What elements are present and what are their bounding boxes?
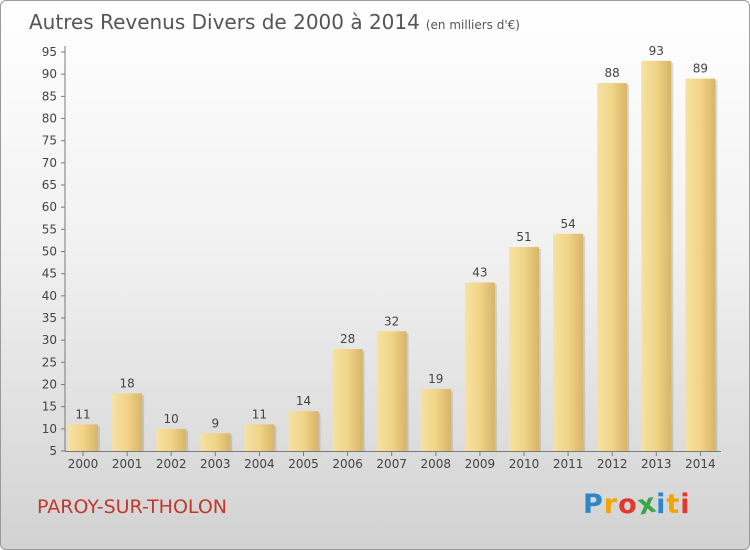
bar-value-label: 19: [428, 372, 443, 386]
bar-2006: [332, 349, 363, 451]
logo-letter: t: [666, 489, 681, 520]
x-tick-label: 2012: [597, 457, 628, 471]
bar-value-label: 18: [119, 376, 134, 390]
chart-subtitle: (en milliers d'€): [425, 18, 520, 32]
y-tick-label: 50: [42, 245, 57, 259]
x-tick-label: 2004: [244, 457, 275, 471]
bar-value-label: 54: [560, 217, 575, 231]
y-tick-label: 35: [42, 311, 57, 325]
bar-value-label: 28: [340, 332, 355, 346]
y-tick-label: 40: [42, 289, 57, 303]
bar-value-label: 9: [211, 416, 219, 430]
bar-value-label: 93: [649, 44, 664, 58]
location-label: PAROY-SUR-THOLON: [37, 496, 227, 518]
x-tick-label: 2007: [376, 457, 407, 471]
logo-letter: i: [656, 489, 667, 520]
logo-letter: r: [603, 489, 619, 520]
y-tick-label: 45: [42, 267, 57, 281]
y-tick-label: 95: [42, 45, 57, 59]
bar-2014: [685, 78, 716, 451]
y-tick-label: 30: [42, 333, 57, 347]
x-tick-label: 2014: [685, 457, 716, 471]
y-tick-label: 20: [42, 378, 57, 392]
logo-letter: i: [680, 489, 691, 520]
y-tick-label: 85: [42, 89, 57, 103]
bar-2009: [464, 282, 495, 451]
bar-value-label: 11: [75, 407, 90, 421]
x-tick-label: 2009: [465, 457, 496, 471]
bar-value-label: 11: [252, 407, 267, 421]
bar-2001: [112, 393, 143, 451]
y-tick-label: 65: [42, 178, 57, 192]
bar-value-label: 51: [516, 230, 531, 244]
y-tick-label: 10: [42, 422, 57, 436]
x-tick-label: 2001: [112, 457, 143, 471]
bar-2004: [244, 424, 275, 451]
bar-2013: [641, 60, 672, 451]
chart-title-text: Autres Revenus Divers de 2000 à 2014: [29, 10, 420, 34]
x-tick-label: 2000: [68, 457, 99, 471]
bar-2007: [376, 331, 407, 451]
y-tick-label: 70: [42, 156, 57, 170]
bar-2002: [156, 428, 187, 451]
y-tick-label: 80: [42, 112, 57, 126]
bar-value-label: 14: [296, 394, 311, 408]
y-tick-label: 5: [49, 444, 57, 458]
bar-2008: [420, 388, 451, 451]
bar-2010: [509, 247, 539, 451]
bar-2000: [68, 424, 98, 451]
x-tick-label: 2005: [288, 457, 319, 471]
y-tick-label: 25: [42, 355, 57, 369]
bar-value-label: 10: [164, 412, 179, 426]
bar-2011: [553, 233, 584, 451]
y-tick-label: 15: [42, 400, 57, 414]
x-tick-label: 2011: [553, 457, 584, 471]
x-tick-label: 2013: [641, 457, 672, 471]
y-tick-label: 55: [42, 222, 57, 236]
proxiti-logo: Proxiti: [583, 487, 691, 521]
x-tick-label: 2008: [421, 457, 452, 471]
y-tick-label: 75: [42, 134, 57, 148]
logo-letter: o: [618, 489, 638, 520]
y-tick-label: 90: [42, 67, 57, 81]
bar-value-label: 43: [472, 266, 487, 280]
bar-2003: [200, 433, 231, 451]
x-tick-label: 2010: [509, 457, 540, 471]
bar-value-label: 88: [605, 66, 620, 80]
bar-value-label: 32: [384, 314, 399, 328]
x-tick-label: 2002: [156, 457, 187, 471]
chart-title: Autres Revenus Divers de 2000 à 2014 (en …: [29, 10, 520, 34]
x-tick-label: 2006: [332, 457, 363, 471]
bar-2012: [597, 83, 628, 452]
bar-2005: [288, 411, 319, 451]
x-tick-label: 2003: [200, 457, 231, 471]
y-tick-label: 60: [42, 200, 57, 214]
logo-letter: P: [583, 489, 604, 520]
bar-value-label: 89: [693, 62, 708, 76]
